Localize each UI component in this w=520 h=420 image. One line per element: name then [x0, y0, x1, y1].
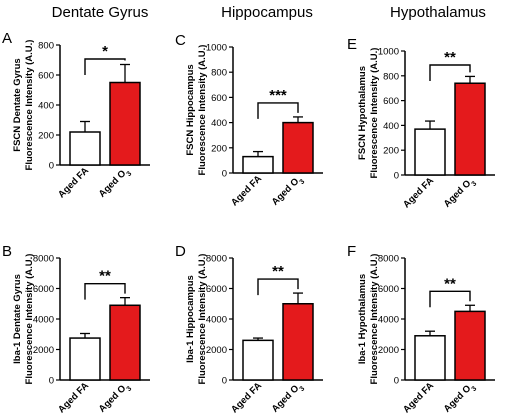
- panel-f-ytick-label: 8000: [378, 254, 399, 265]
- panel-c-ytick-label: 600: [211, 93, 227, 104]
- panel-e-ytick-label: 200: [383, 146, 399, 157]
- panel-d-ylabel-line-2: Fluorescence Intensity (A.U.): [197, 254, 208, 385]
- panel-e-ytick-label: 800: [383, 71, 399, 82]
- panel-a-ylabel-line-1: FSCN Dentate Gyrus: [12, 58, 23, 151]
- panel-e-ytick-label: 400: [383, 121, 399, 132]
- panel-b-ylabel-line-2: Fluorescence Intensity (A.U.): [24, 254, 35, 385]
- panel-e-ytick-label: 1000: [378, 47, 399, 58]
- column-title-hypothalamus: Hypothalamus: [390, 4, 486, 21]
- panel-d-significance-label: **: [272, 263, 284, 280]
- panel-b-ytick-label: 2000: [33, 345, 54, 356]
- panel-a-significance-bracket: [84, 58, 126, 75]
- panel-b-ytick-label: 8000: [33, 254, 54, 265]
- panel-f-xtick-label-aged-o3: Aged O3: [442, 380, 478, 416]
- panel-f-significance-bracket: [429, 290, 471, 308]
- panel-b-significance-label: **: [99, 268, 111, 285]
- panel-a-ytick-label: 0: [49, 161, 54, 172]
- panel-b-xtick-label-aged-fa: Aged FA: [56, 380, 91, 415]
- panel-d-ytick-label: 8000: [206, 254, 227, 265]
- panel-c-significance-label: ***: [269, 87, 287, 104]
- panel-f-ytick-label: 2000: [378, 345, 399, 356]
- panel-e-ytick-label: 0: [394, 171, 399, 182]
- panel-b-ylabel-line-1: Iba-1 Dentate Gyrus: [12, 274, 23, 364]
- panel-c-bar-aged-fa: [242, 155, 274, 174]
- panel-f-bar-aged-fa: [414, 335, 446, 381]
- panel-d-significance-bracket: [257, 278, 299, 296]
- panel-e-bar-aged-o3: [454, 82, 486, 176]
- panel-b-ytick-label: 0: [49, 376, 54, 387]
- panel-d-ytick-label: 0: [222, 376, 227, 387]
- panel-b-bar-aged-fa: [69, 337, 101, 381]
- panel-a-bar-aged-o3: [109, 81, 141, 166]
- panel-c-ylabel-line-1: FSCN Hippocampus: [185, 64, 196, 155]
- panel-b-xtick-label-aged-o3: Aged O3: [97, 380, 133, 416]
- panel-a-xtick-label-aged-o3: Aged O3: [97, 165, 133, 201]
- panel-f-ylabel-line-1: Iba-1 Hypothalamus: [357, 274, 368, 364]
- panel-f-significance-label: **: [444, 275, 456, 292]
- panel-c-ylabel-line-2: Fluorescence Intensity (A.U.): [197, 45, 208, 176]
- panel-c-ytick-label: 400: [211, 118, 227, 129]
- panel-a-xtick-label-aged-fa: Aged FA: [56, 165, 91, 200]
- panel-d-xtick-label-aged-fa: Aged FA: [229, 380, 264, 415]
- panel-e-bar-aged-fa: [414, 128, 446, 176]
- panel-d-letter: D: [175, 243, 186, 260]
- panel-a-ylabel-line-2: Fluorescence Intensity (A.U.): [24, 40, 35, 171]
- panel-f-xtick-label-aged-fa: Aged FA: [401, 380, 436, 415]
- panel-e-significance-label: **: [444, 49, 456, 66]
- column-title-dentate-gyrus: Dentate Gyrus: [51, 4, 149, 21]
- panel-c-letter: C: [175, 32, 186, 49]
- panel-b-ytick-label: 6000: [33, 284, 54, 295]
- panel-a-ytick-label: 600: [38, 71, 54, 82]
- panel-c-ytick-label: 0: [222, 169, 227, 180]
- panel-a-significance-label: *: [102, 43, 108, 60]
- panel-d-ytick-label: 4000: [206, 315, 227, 326]
- panel-b-significance-bracket: [84, 282, 126, 300]
- panel-c-xtick-label-aged-o3: Aged O3: [270, 173, 306, 209]
- panel-c-ytick-label: 200: [211, 143, 227, 154]
- panel-f-ylabel-line-2: Fluorescence Intensity (A.U.): [369, 254, 380, 385]
- panel-e-ylabel-line-1: FSCN Hypothalamus: [357, 66, 368, 160]
- panel-e-significance-bracket: [429, 64, 471, 81]
- panel-f-bar-aged-o3: [454, 310, 486, 381]
- panel-d-xtick-label-aged-o3: Aged O3: [270, 380, 306, 416]
- panel-c-ytick-label: 1000: [206, 43, 227, 54]
- panel-f-letter: F: [347, 243, 356, 260]
- panel-a-ytick-label: 200: [38, 131, 54, 142]
- panel-e-xtick-label-aged-fa: Aged FA: [401, 175, 436, 210]
- panel-a-letter: A: [2, 30, 12, 47]
- panel-e-ylabel-line-2: Fluorescence Intensity (A.U.): [369, 48, 380, 179]
- panel-c-significance-bracket: [257, 102, 299, 119]
- column-title-hippocampus: Hippocampus: [221, 4, 313, 21]
- panel-e-letter: E: [347, 36, 357, 53]
- panel-d-ytick-label: 6000: [206, 284, 227, 295]
- panel-e-ytick-label: 600: [383, 96, 399, 107]
- panel-a-ytick-label: 400: [38, 101, 54, 112]
- panel-f-ytick-label: 0: [394, 376, 399, 387]
- panel-f-ytick-label: 4000: [378, 315, 399, 326]
- panel-d-bar-aged-o3: [282, 303, 314, 381]
- panel-f-ytick-label: 6000: [378, 284, 399, 295]
- panel-b-letter: B: [2, 243, 12, 260]
- panel-e-xtick-label-aged-o3: Aged O3: [442, 175, 478, 211]
- panel-a-ytick-label: 800: [38, 41, 54, 52]
- panel-c-ytick-label: 800: [211, 68, 227, 79]
- panel-d-ytick-label: 2000: [206, 345, 227, 356]
- panel-c-bar-aged-o3: [282, 121, 314, 174]
- panel-d-ylabel-line-1: Iba-1 Hippocampus: [185, 275, 196, 363]
- panel-b-bar-aged-o3: [109, 304, 141, 381]
- panel-a-bar-aged-fa: [69, 131, 101, 166]
- panel-d-bar-aged-fa: [242, 339, 274, 381]
- panel-b-ytick-label: 4000: [33, 315, 54, 326]
- panel-c-xtick-label-aged-fa: Aged FA: [229, 173, 264, 208]
